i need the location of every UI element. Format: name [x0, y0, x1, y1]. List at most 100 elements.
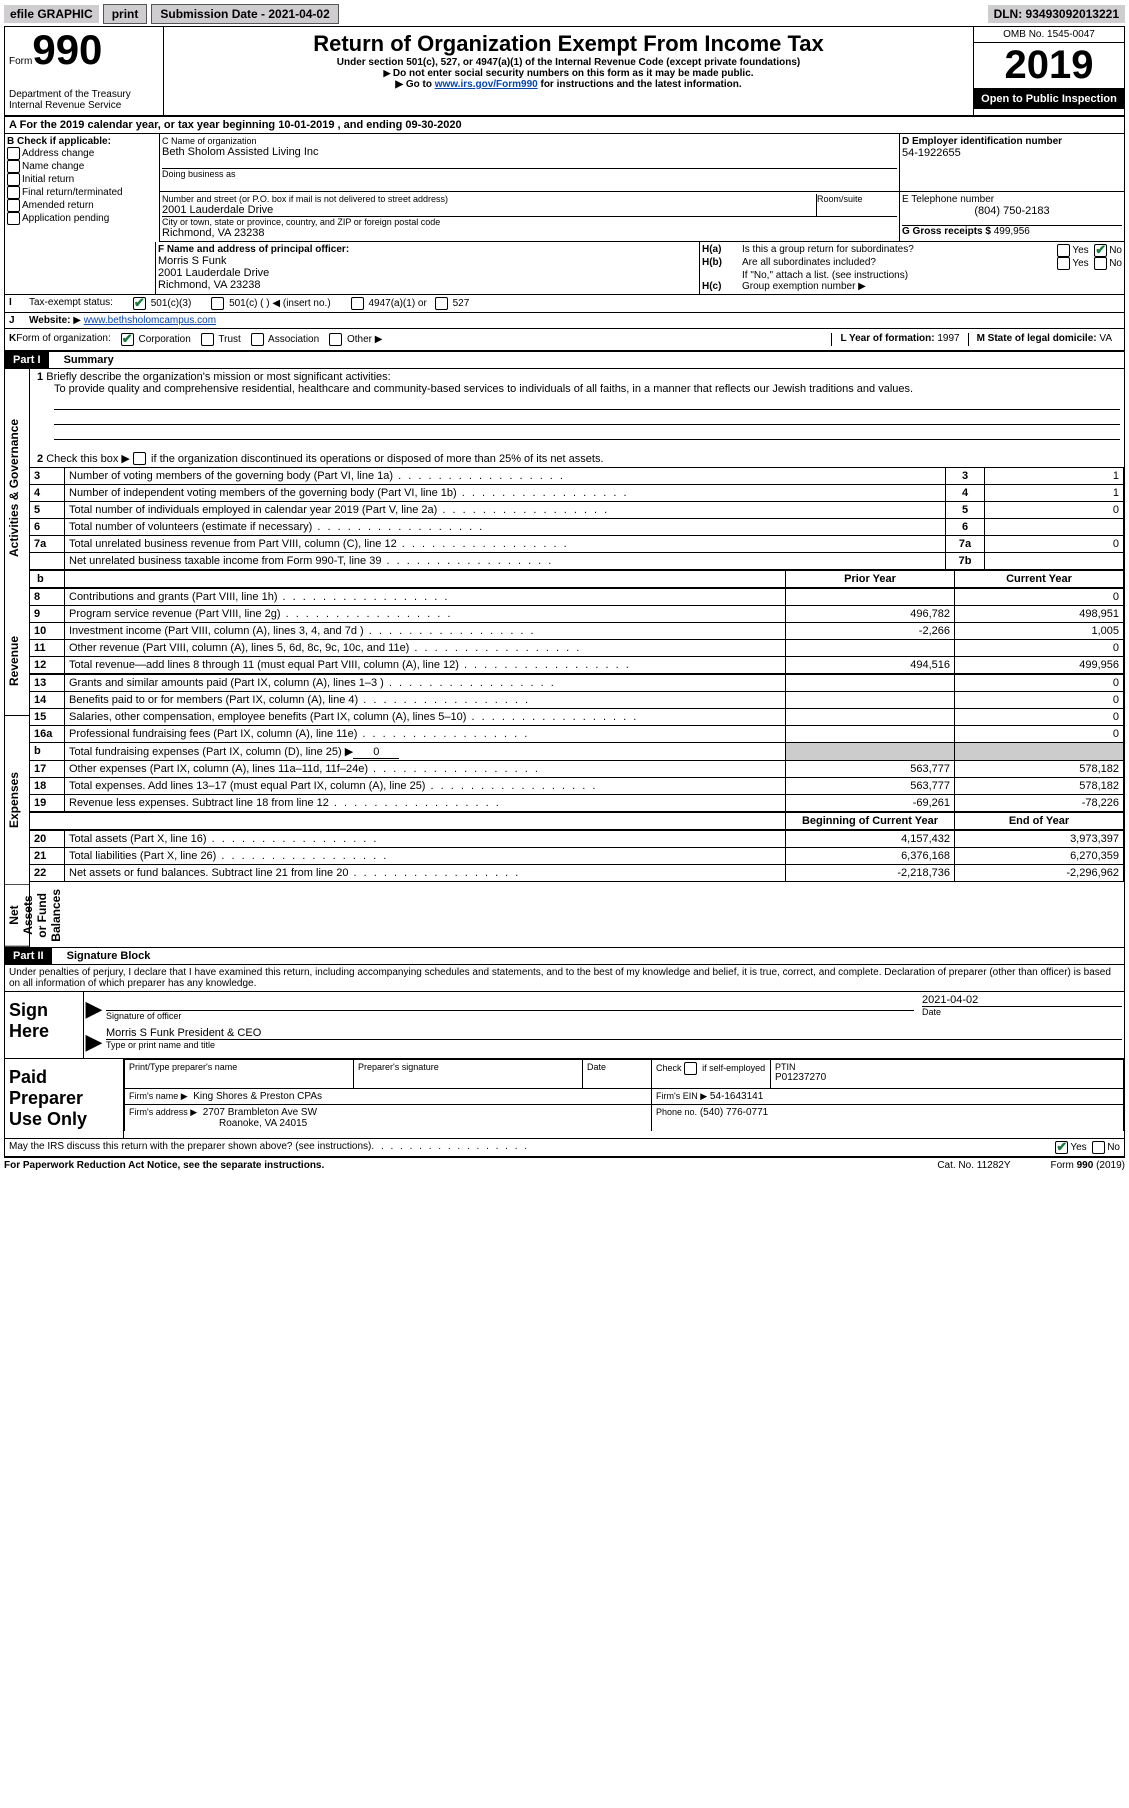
part2-header: Part II — [5, 948, 52, 964]
firm-ein: 54-1643141 — [710, 1091, 763, 1102]
final-return-checkbox[interactable] — [7, 186, 20, 199]
mission-text: To provide quality and comprehensive res… — [34, 383, 1120, 395]
amended-return-checkbox[interactable] — [7, 199, 20, 212]
pra-notice: For Paperwork Reduction Act Notice, see … — [4, 1160, 324, 1171]
table-row: 6 Total number of volunteers (estimate i… — [30, 519, 1124, 536]
section-c-label: C Name of organization — [162, 136, 897, 146]
trust-checkbox[interactable] — [201, 333, 214, 346]
section-b-label: B Check if applicable: — [7, 136, 157, 147]
irs-label: Internal Revenue Service — [9, 100, 159, 111]
part1-title: Summary — [52, 354, 114, 366]
street-value: 2001 Lauderdale Drive — [162, 204, 816, 216]
hb-no-checkbox[interactable] — [1094, 257, 1107, 270]
part1-header-row: Part I Summary — [4, 352, 1125, 369]
table-row: 17 Other expenses (Part IX, column (A), … — [30, 761, 1124, 778]
inspection-label: Open to Public Inspection — [974, 89, 1124, 109]
ha-no-checkbox[interactable] — [1094, 244, 1107, 257]
vlabel-activities: Activities & Governance — [5, 369, 29, 607]
hb-yes-checkbox[interactable] — [1057, 257, 1070, 270]
sign-here-block: Sign Here ▶▶ Signature of officer 2021-0… — [4, 992, 1125, 1059]
table-row: 7a Total unrelated business revenue from… — [30, 536, 1124, 553]
form-title: Return of Organization Exempt From Incom… — [168, 31, 969, 57]
net-table: 20 Total assets (Part X, line 16) 4,157,… — [30, 830, 1124, 882]
ha-yes-checkbox[interactable] — [1057, 244, 1070, 257]
year-header-table: b Prior Year Current Year — [30, 570, 1124, 588]
street-label: Number and street (or P.O. box if mail i… — [162, 194, 816, 204]
name-change-checkbox[interactable] — [7, 160, 20, 173]
table-row: 12 Total revenue—add lines 8 through 11 … — [30, 657, 1124, 674]
print-button[interactable]: print — [103, 4, 148, 24]
discuss-no-checkbox[interactable] — [1092, 1141, 1105, 1154]
org-info-block: B Check if applicable: Address change Na… — [4, 134, 1125, 242]
state-domicile: VA — [1099, 333, 1112, 344]
officer-name: Morris S Funk — [158, 255, 697, 267]
form-number: 990 — [32, 26, 102, 73]
cat-no: Cat. No. 11282Y — [937, 1160, 1010, 1171]
table-row: 18 Total expenses. Add lines 13–17 (must… — [30, 778, 1124, 795]
501c-checkbox[interactable] — [211, 297, 224, 310]
gross-receipts: 499,956 — [994, 226, 1030, 237]
firm-name: King Shores & Preston CPAs — [193, 1091, 322, 1102]
paid-preparer-block: Paid Preparer Use Only Print/Type prepar… — [4, 1059, 1125, 1139]
dln-label: DLN: 93493092013221 — [988, 5, 1125, 23]
discuss-yes-checkbox[interactable] — [1055, 1141, 1068, 1154]
form-header: Form990 Department of the Treasury Inter… — [4, 26, 1125, 117]
efile-label: efile GRAPHIC — [4, 5, 99, 23]
table-row: 16a Professional fundraising fees (Part … — [30, 726, 1124, 743]
year-formation: 1997 — [937, 333, 959, 344]
table-row: 11 Other revenue (Part VIII, column (A),… — [30, 640, 1124, 657]
table-row: 14 Benefits paid to or for members (Part… — [30, 692, 1124, 709]
firm-addr2: Roanoke, VA 24015 — [129, 1118, 307, 1129]
omb-number: OMB No. 1545-0047 — [974, 27, 1124, 43]
section-f-label: F Name and address of principal officer: — [158, 244, 697, 255]
part1-body: Activities & Governance Revenue Expenses… — [4, 369, 1125, 948]
org-name: Beth Sholom Assisted Living Inc — [162, 146, 897, 158]
corp-checkbox[interactable] — [121, 333, 134, 346]
header-note1: Do not enter social security numbers on … — [168, 68, 969, 79]
form-subtitle: Under section 501(c), 527, or 4947(a)(1)… — [168, 57, 969, 68]
form990-link[interactable]: www.irs.gov/Form990 — [435, 79, 538, 90]
vlabel-expenses: Expenses — [5, 716, 29, 885]
table-row: 22 Net assets or fund balances. Subtract… — [30, 865, 1124, 882]
city-value: Richmond, VA 23238 — [162, 227, 897, 239]
ptin-value: P01237270 — [775, 1072, 1119, 1083]
501c3-checkbox[interactable] — [133, 297, 146, 310]
governance-table: 3 Number of voting members of the govern… — [30, 467, 1124, 570]
paid-preparer-label: Paid Preparer Use Only — [5, 1059, 124, 1138]
initial-return-checkbox[interactable] — [7, 173, 20, 186]
website-link[interactable]: www.bethsholomcampus.com — [84, 315, 216, 326]
table-row: b Total fundraising expenses (Part IX, c… — [30, 743, 1124, 761]
sig-name: Morris S Funk President & CEO — [106, 1027, 1122, 1040]
assoc-checkbox[interactable] — [251, 333, 264, 346]
table-row: 3 Number of voting members of the govern… — [30, 468, 1124, 485]
part1-header: Part I — [5, 352, 49, 368]
table-row: 15 Salaries, other compensation, employe… — [30, 709, 1124, 726]
firm-phone: (540) 776-0771 — [700, 1107, 768, 1118]
city-label: City or town, state or province, country… — [162, 216, 897, 227]
other-checkbox[interactable] — [329, 333, 342, 346]
application-pending-checkbox[interactable] — [7, 212, 20, 225]
ein-value: 54-1922655 — [902, 147, 1122, 159]
table-row: 19 Revenue less expenses. Subtract line … — [30, 795, 1124, 812]
line-a: A For the 2019 calendar year, or tax yea… — [4, 117, 1125, 134]
dept-label: Department of the Treasury — [9, 89, 159, 100]
table-row: 13 Grants and similar amounts paid (Part… — [30, 675, 1124, 692]
phone-value: (804) 750-2183 — [902, 205, 1122, 217]
section-e-label: E Telephone number — [902, 194, 1122, 205]
4947-checkbox[interactable] — [351, 297, 364, 310]
expense-table: 13 Grants and similar amounts paid (Part… — [30, 674, 1124, 812]
sig-date: 2021-04-02 — [922, 994, 1122, 1007]
table-row: 4 Number of independent voting members o… — [30, 485, 1124, 502]
table-row: 10 Investment income (Part VIII, column … — [30, 623, 1124, 640]
net-header-table: Beginning of Current Year End of Year — [30, 812, 1124, 830]
room-label: Room/suite — [816, 194, 897, 216]
discontinued-checkbox[interactable] — [133, 452, 146, 465]
dba-label: Doing business as — [162, 168, 897, 179]
address-change-checkbox[interactable] — [7, 147, 20, 160]
527-checkbox[interactable] — [435, 297, 448, 310]
form-label: Form — [9, 56, 32, 67]
vlabel-netassets: Net Assets or Fund Balances — [5, 885, 29, 947]
section-d-label: D Employer identification number — [902, 136, 1122, 147]
revenue-table: 8 Contributions and grants (Part VIII, l… — [30, 588, 1124, 674]
self-employed-checkbox[interactable] — [684, 1062, 697, 1075]
